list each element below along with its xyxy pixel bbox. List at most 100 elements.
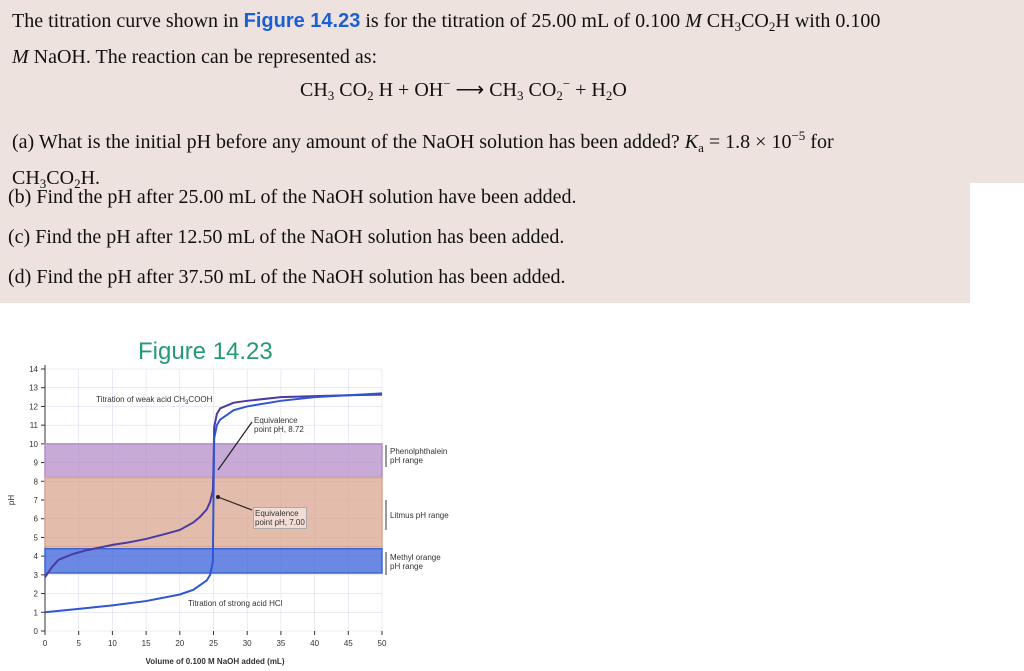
text: M: [685, 10, 702, 32]
text: CO: [334, 79, 368, 101]
y-tick-label: 1: [34, 608, 39, 617]
text: 3: [185, 400, 189, 406]
part-b: (b) Find the pH after 25.00 mL of the Na…: [8, 186, 577, 208]
text: 2: [74, 176, 81, 191]
pointer: [217, 421, 253, 471]
text: Titration of weak acid CH: [96, 395, 186, 404]
y-axis-label: pH: [7, 495, 16, 505]
figure-ref: Figure 14.23: [243, 10, 361, 32]
text: pH range: [390, 562, 423, 571]
text: (a) What is the initial pH before any am…: [12, 131, 685, 153]
problem-background: [0, 0, 1024, 183]
x-tick-label: 45: [344, 639, 353, 648]
x-tick-label: 15: [142, 639, 151, 648]
equation: CH3 CO2 H + OH− ⟶ CH3 CO2− + H2O: [300, 76, 627, 104]
y-tick-label: 9: [34, 459, 39, 468]
text: 3: [517, 88, 524, 103]
text: Equivalence: [254, 416, 298, 425]
chart: Volume of 0.100 M NaOH added (mL) pH 012…: [7, 365, 387, 666]
part-c: (c) Find the pH after 12.50 mL of the Na…: [8, 226, 565, 248]
text: 2: [367, 88, 374, 103]
text: O: [612, 79, 627, 101]
text: −5: [791, 128, 806, 143]
x-tick-label: 40: [310, 639, 319, 648]
text: = 1.8 × 10: [703, 131, 792, 153]
text: NaOH. The reaction can be represented as…: [28, 46, 378, 68]
part-d: (d) Find the pH after 37.50 mL of the Na…: [8, 266, 566, 288]
titration-curve: [44, 393, 383, 578]
annotation: Equivalence point pH, 8.72: [254, 416, 304, 434]
y-tick-label: 10: [29, 440, 38, 449]
text: 3: [734, 19, 742, 34]
text: ⟶ CH: [450, 79, 518, 101]
y-tick-label: 0: [34, 627, 39, 636]
x-tick-label: 30: [243, 639, 252, 648]
y-tick-label: 12: [29, 402, 38, 411]
text: CH: [12, 167, 40, 189]
x-axis-label: Volume of 0.100 M NaOH added (mL): [146, 657, 285, 666]
text: is for the titration of 25.00 mL of 0.10…: [360, 10, 686, 32]
text: COOH: [188, 395, 213, 404]
y-tick-label: 3: [34, 571, 39, 580]
text: point pH, 8.72: [254, 425, 304, 434]
text: The titration curve shown in: [12, 10, 244, 32]
titration-curve: [44, 392, 383, 614]
text: CH: [701, 10, 735, 32]
y-tick-label: 6: [34, 515, 39, 524]
annotation: Equivalence point pH, 7.00: [253, 507, 307, 529]
y-tick-label: 5: [34, 533, 39, 542]
x-tick-label: 50: [378, 639, 387, 648]
text: Phenolphthalein: [390, 447, 448, 456]
text: −: [562, 76, 571, 91]
y-tick-label: 13: [29, 384, 38, 393]
y-tick-label: 4: [34, 552, 39, 561]
y-tick-label: 2: [34, 590, 39, 599]
text: 2: [768, 19, 776, 34]
text: H.: [80, 167, 101, 189]
band-label: Phenolphthalein pH range: [390, 447, 447, 465]
text: Equivalence: [255, 509, 299, 518]
text: 3: [39, 176, 47, 191]
annotation: Titration of weak acid CH3COOH: [96, 395, 212, 408]
text: CO: [523, 79, 557, 101]
text: 3: [327, 88, 335, 103]
text: H + OH: [373, 79, 444, 101]
annotation: Titration of strong acid HCl: [188, 599, 283, 608]
x-tick-label: 10: [108, 639, 117, 648]
text: a: [698, 140, 704, 155]
text: Methyl orange: [390, 553, 441, 562]
x-tick-label: 20: [175, 639, 184, 648]
y-tick-label: 11: [30, 421, 39, 430]
pointer: [217, 496, 253, 511]
band-label: Litmus pH range: [390, 511, 449, 520]
text: + H: [570, 79, 606, 101]
text: CH: [300, 79, 328, 101]
text: H with 0.100: [775, 10, 881, 32]
pointer-dot: [216, 495, 220, 499]
parts-background: [0, 183, 970, 303]
text: CO: [741, 10, 769, 32]
y-tick-label: 8: [34, 477, 39, 486]
figure-title: Figure 14.23: [138, 338, 273, 365]
text: point pH, 7.00: [255, 518, 305, 527]
text: for: [805, 131, 834, 153]
x-tick-label: 0: [43, 639, 48, 648]
x-tick-label: 25: [209, 639, 218, 648]
text: Titration of strong acid HCl: [188, 599, 283, 608]
x-tick-label: 35: [276, 639, 285, 648]
y-tick-label: 14: [29, 365, 38, 374]
text: −: [443, 76, 451, 91]
y-tick-label: 7: [34, 496, 39, 505]
text: 2: [556, 88, 563, 103]
text: CO: [46, 167, 75, 189]
part-a: (a) What is the initial pH before any am…: [12, 120, 834, 199]
x-tick-label: 5: [76, 639, 81, 648]
text: M: [12, 46, 29, 68]
text: K: [684, 131, 699, 153]
band-label: Methyl orange pH range: [390, 553, 441, 571]
text: pH range: [390, 456, 423, 465]
intro: The titration curve shown in Figure 14.2…: [12, 6, 880, 72]
text: 2: [605, 88, 613, 103]
text: Litmus pH range: [390, 511, 449, 520]
